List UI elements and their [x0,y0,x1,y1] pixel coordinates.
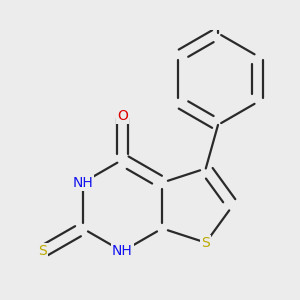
Text: NH: NH [72,176,93,190]
Text: NH: NH [112,244,133,258]
Text: O: O [213,0,224,1]
Text: CH₃: CH₃ [256,0,281,1]
Text: S: S [38,244,47,258]
Text: S: S [201,236,210,250]
Text: O: O [117,109,128,123]
